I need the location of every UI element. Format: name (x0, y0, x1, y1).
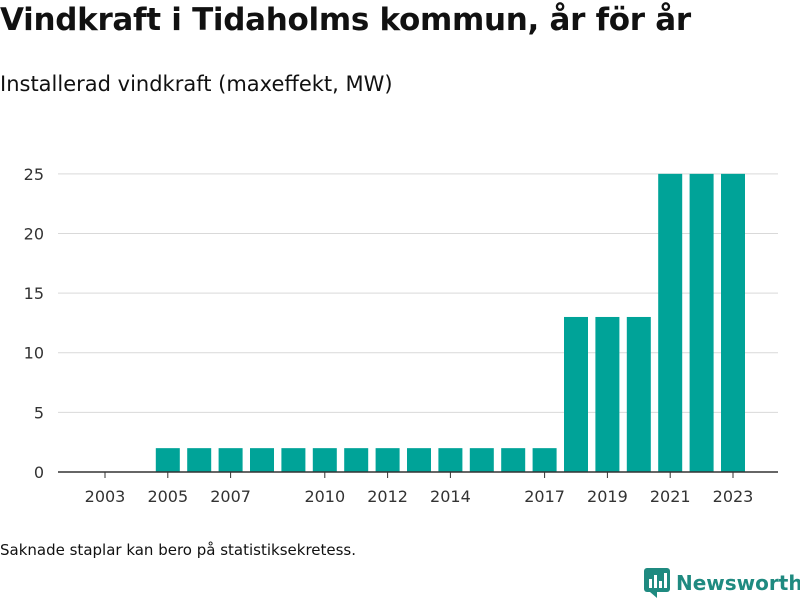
chart-title: Vindkraft i Tidaholms kommun, år för år (0, 2, 691, 38)
y-tick-label: 5 (34, 403, 44, 422)
brand: Newsworthy (644, 568, 800, 598)
bar (532, 448, 557, 472)
bar (375, 448, 400, 472)
x-tick-label: 2023 (713, 487, 754, 506)
x-tick-label: 2010 (304, 487, 345, 506)
y-tick-label: 10 (24, 344, 44, 363)
bar (721, 173, 745, 472)
bar (469, 448, 494, 472)
footnote: Saknade staplar kan bero på statistiksek… (0, 541, 357, 559)
chart-subtitle: Installerad vindkraft (maxeffekt, MW) (0, 72, 393, 96)
bar (658, 173, 683, 472)
x-tick-label: 2019 (587, 487, 628, 506)
bar (689, 173, 714, 472)
bar (438, 448, 463, 472)
bar-chart: 0 5 10 15 20 25 2003 2005 2007 2010 2012 2014 2017 20… (24, 165, 778, 506)
y-tick-label: 25 (24, 165, 44, 184)
y-tick-label: 20 (24, 224, 44, 243)
bar (564, 316, 588, 472)
y-tick-label: 0 (34, 463, 44, 482)
x-tick-label: 2021 (650, 487, 691, 506)
bar (312, 448, 337, 472)
bar (501, 448, 526, 472)
x-tick-label: 2017 (524, 487, 565, 506)
x-tick-label: 2014 (430, 487, 471, 506)
newsworthy-logo-icon (644, 568, 670, 598)
x-tick-label: 2005 (147, 487, 188, 506)
x-tick-label: 2012 (367, 487, 408, 506)
bar (218, 448, 243, 472)
bar (407, 448, 431, 472)
y-tick-label: 15 (24, 284, 44, 303)
brand-name: Newsworthy (676, 571, 800, 595)
x-tick-label: 2003 (85, 487, 126, 506)
bar (344, 448, 369, 472)
bar (626, 316, 651, 472)
x-tick-label: 2007 (210, 487, 251, 506)
bar (595, 316, 620, 472)
bar (155, 448, 180, 472)
bar (187, 448, 212, 472)
bar (250, 448, 274, 472)
bar (281, 448, 306, 472)
